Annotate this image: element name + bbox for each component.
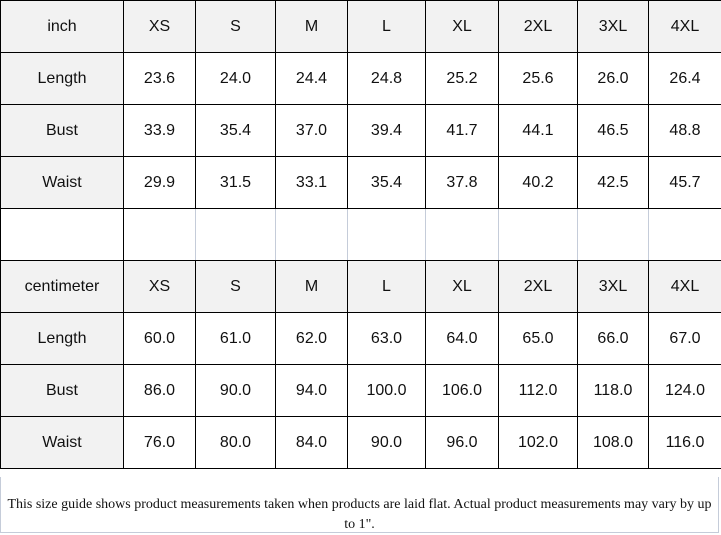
measurement-cell: 24.0 bbox=[195, 52, 276, 105]
measurement-cell: 96.0 bbox=[425, 416, 499, 469]
measurement-cell: 102.0 bbox=[498, 416, 578, 469]
row-label: Bust bbox=[0, 364, 124, 417]
empty-cell bbox=[195, 208, 276, 261]
measurement-cell: 42.5 bbox=[577, 156, 649, 209]
measurement-cell: 66.0 bbox=[577, 312, 649, 365]
measurement-cell: 48.8 bbox=[648, 104, 721, 157]
measurement-cell: 46.5 bbox=[577, 104, 649, 157]
size-header: 4XL bbox=[648, 0, 721, 53]
table-row: Bust 33.9 35.4 37.0 39.4 41.7 44.1 46.5 48.8 bbox=[0, 104, 721, 157]
table-row: Length 60.0 61.0 62.0 63.0 64.0 65.0 66.0 67.0 bbox=[0, 312, 721, 365]
measurement-cell: 80.0 bbox=[195, 416, 276, 469]
measurement-cell: 62.0 bbox=[275, 312, 348, 365]
measurement-cell: 118.0 bbox=[577, 364, 649, 417]
measurement-cell: 100.0 bbox=[347, 364, 426, 417]
measurement-cell: 106.0 bbox=[425, 364, 499, 417]
measurement-cell: 23.6 bbox=[123, 52, 196, 105]
measurement-cell: 35.4 bbox=[347, 156, 426, 209]
size-header: S bbox=[195, 0, 276, 53]
size-header: L bbox=[347, 260, 426, 313]
empty-cell bbox=[577, 208, 649, 261]
measurement-cell: 31.5 bbox=[195, 156, 276, 209]
table-row: Length 23.6 24.0 24.4 24.8 25.2 25.6 26.0 26.4 bbox=[0, 52, 721, 105]
measurement-cell: 26.4 bbox=[648, 52, 721, 105]
size-header: S bbox=[195, 260, 276, 313]
unit-header: inch bbox=[0, 0, 124, 53]
measurement-cell: 33.1 bbox=[275, 156, 348, 209]
empty-cell bbox=[0, 208, 124, 261]
measurement-cell: 40.2 bbox=[498, 156, 578, 209]
row-label: Length bbox=[0, 312, 124, 365]
measurement-cell: 37.8 bbox=[425, 156, 499, 209]
measurement-cell: 63.0 bbox=[347, 312, 426, 365]
measurement-cell: 39.4 bbox=[347, 104, 426, 157]
measurement-cell: 90.0 bbox=[195, 364, 276, 417]
empty-cell bbox=[123, 208, 196, 261]
spacer-row bbox=[0, 208, 721, 261]
row-label: Bust bbox=[0, 104, 124, 157]
measurement-cell: 90.0 bbox=[347, 416, 426, 469]
measurement-cell: 84.0 bbox=[275, 416, 348, 469]
size-header: XL bbox=[425, 260, 499, 313]
size-header: XS bbox=[123, 260, 196, 313]
header-row: centimeter XS S M L XL 2XL 3XL 4XL bbox=[0, 260, 721, 313]
empty-cell bbox=[347, 208, 426, 261]
measurement-cell: 65.0 bbox=[498, 312, 578, 365]
size-header: L bbox=[347, 0, 426, 53]
empty-cell bbox=[498, 208, 578, 261]
empty-cell bbox=[648, 208, 721, 261]
size-guide-note: This size guide shows product measuremen… bbox=[0, 477, 719, 533]
measurement-cell: 94.0 bbox=[275, 364, 348, 417]
table-row: Bust 86.0 90.0 94.0 100.0 106.0 112.0 118.0 124.… bbox=[0, 364, 721, 417]
measurement-cell: 76.0 bbox=[123, 416, 196, 469]
measurement-cell: 24.8 bbox=[347, 52, 426, 105]
size-header: XS bbox=[123, 0, 196, 53]
size-header: 3XL bbox=[577, 260, 649, 313]
measurement-cell: 61.0 bbox=[195, 312, 276, 365]
measurement-cell: 25.2 bbox=[425, 52, 499, 105]
measurement-cell: 35.4 bbox=[195, 104, 276, 157]
row-label: Waist bbox=[0, 156, 124, 209]
empty-cell bbox=[275, 208, 348, 261]
measurement-cell: 108.0 bbox=[577, 416, 649, 469]
size-header: M bbox=[275, 260, 348, 313]
size-header: 3XL bbox=[577, 0, 649, 53]
unit-header: centimeter bbox=[0, 260, 124, 313]
size-header: XL bbox=[425, 0, 499, 53]
header-row: inch XS S M L XL 2XL 3XL 4XL bbox=[0, 0, 721, 53]
measurement-cell: 60.0 bbox=[123, 312, 196, 365]
measurement-cell: 67.0 bbox=[648, 312, 721, 365]
measurement-cell: 26.0 bbox=[577, 52, 649, 105]
row-label: Waist bbox=[0, 416, 124, 469]
measurement-cell: 33.9 bbox=[123, 104, 196, 157]
measurement-cell: 24.4 bbox=[275, 52, 348, 105]
table-row: Waist 29.9 31.5 33.1 35.4 37.8 40.2 42.5 45.7 bbox=[0, 156, 721, 209]
size-header: 2XL bbox=[498, 0, 578, 53]
measurement-cell: 124.0 bbox=[648, 364, 721, 417]
size-header: 2XL bbox=[498, 260, 578, 313]
measurement-cell: 44.1 bbox=[498, 104, 578, 157]
size-chart-table: inch XS S M L XL 2XL 3XL 4XL Length 23.6 24.0 24.4 24… bbox=[0, 0, 721, 469]
measurement-cell: 41.7 bbox=[425, 104, 499, 157]
measurement-cell: 86.0 bbox=[123, 364, 196, 417]
size-header: M bbox=[275, 0, 348, 53]
measurement-cell: 45.7 bbox=[648, 156, 721, 209]
row-label: Length bbox=[0, 52, 124, 105]
measurement-cell: 29.9 bbox=[123, 156, 196, 209]
empty-cell bbox=[425, 208, 499, 261]
measurement-cell: 37.0 bbox=[275, 104, 348, 157]
measurement-cell: 64.0 bbox=[425, 312, 499, 365]
measurement-cell: 116.0 bbox=[648, 416, 721, 469]
size-header: 4XL bbox=[648, 260, 721, 313]
measurement-cell: 112.0 bbox=[498, 364, 578, 417]
measurement-cell: 25.6 bbox=[498, 52, 578, 105]
table-row: Waist 76.0 80.0 84.0 90.0 96.0 102.0 108.0 116.0 bbox=[0, 416, 721, 469]
